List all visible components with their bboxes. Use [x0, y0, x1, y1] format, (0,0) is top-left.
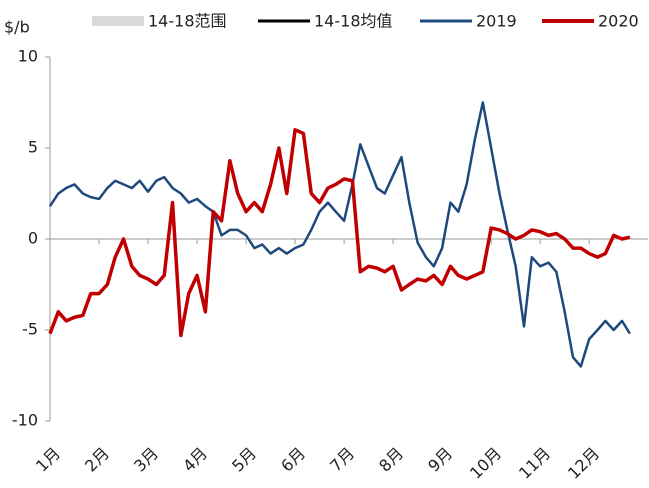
x-tick-label: 9月	[424, 444, 456, 476]
series-line	[48, 101, 631, 368]
x-tick-label: 3月	[130, 444, 162, 476]
legend-label: 14-18范围	[148, 12, 227, 31]
x-tick-label: 10月	[466, 444, 505, 483]
series-line	[48, 128, 631, 338]
x-tick-label: 11月	[515, 444, 554, 483]
x-tick-label: 1月	[32, 444, 64, 476]
y-tick-label: -5	[22, 320, 38, 339]
x-tick-label: 2月	[81, 444, 113, 476]
y-tick-label: 0	[28, 229, 38, 248]
x-tick-label: 6月	[277, 444, 309, 476]
x-tick-label: 7月	[326, 444, 358, 476]
y-tick-label: -10	[12, 411, 38, 430]
x-tick-label: 5月	[228, 444, 260, 476]
y-axis-label: $/b	[4, 18, 30, 37]
y-tick-label: 10	[18, 47, 38, 66]
y-tick-label: 5	[28, 138, 38, 157]
legend-label: 2019	[476, 12, 517, 31]
x-tick-label: 8月	[375, 444, 407, 476]
x-tick-label: 12月	[564, 444, 603, 483]
legend-label: 2020	[598, 12, 639, 31]
x-tick-label: 4月	[179, 444, 211, 476]
legend-swatch	[92, 16, 144, 26]
legend-label: 14-18均值	[314, 12, 393, 31]
